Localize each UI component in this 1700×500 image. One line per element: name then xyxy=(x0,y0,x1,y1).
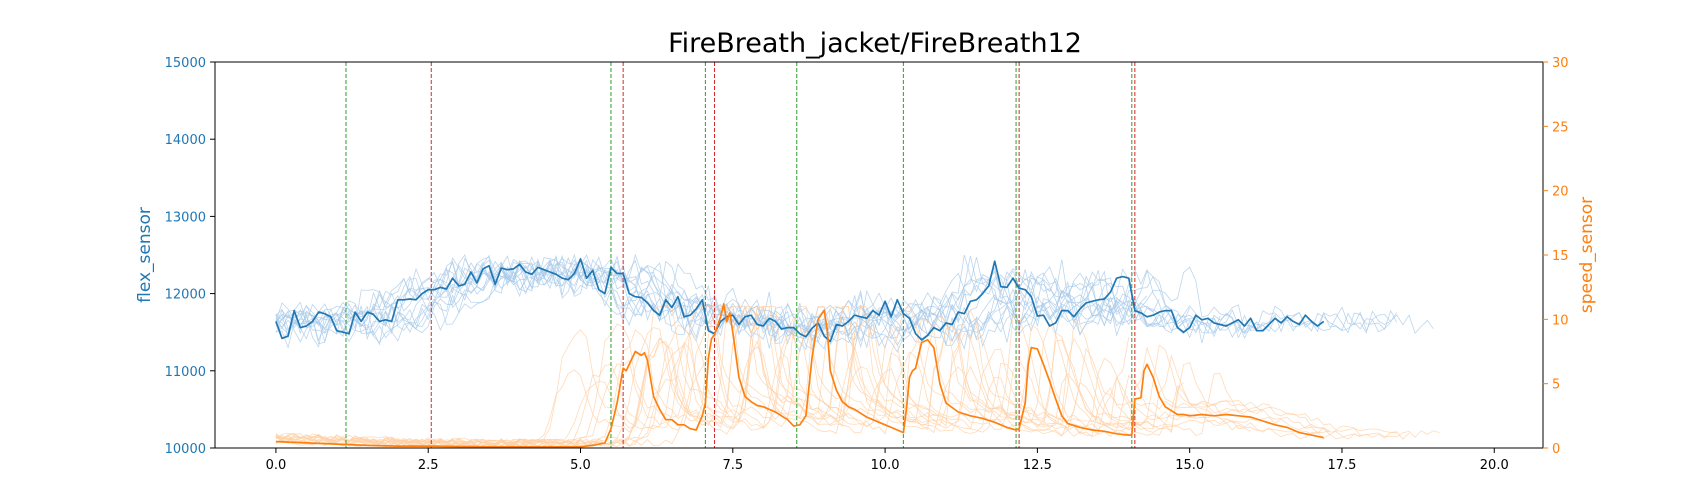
axes: 0.0 2.5 5.0 7.5 10.0 12.5 15.0 17.5 20.0 10000 110… xyxy=(165,56,1569,473)
flex-faint-trace xyxy=(275,255,1136,342)
x-tick-label: 0.0 xyxy=(266,458,287,473)
flex-faint-trace xyxy=(275,256,1391,342)
flex-faint-trace xyxy=(275,254,1434,353)
flex-faint-trace xyxy=(275,253,1191,350)
speed-sensor-line xyxy=(275,303,1324,448)
speed-faint-trace xyxy=(275,345,1361,448)
flex-faint-trace xyxy=(275,257,1398,350)
y-left-tick-label: 11000 xyxy=(165,365,206,380)
event-markers xyxy=(345,62,1136,448)
y-right-tick-label: 20 xyxy=(1552,185,1569,200)
y-left-tick-label: 15000 xyxy=(165,56,206,71)
flex-faint-trace xyxy=(275,258,1276,351)
speed-faint-trace xyxy=(275,315,1245,448)
y-left-tick-label: 14000 xyxy=(165,133,206,148)
flex-faint-trace xyxy=(275,254,1398,350)
speed-faint-trace xyxy=(275,306,1184,447)
series-lines xyxy=(275,258,1325,448)
chart-title: FireBreath_jacket/FireBreath12 xyxy=(668,28,1082,59)
y-left-tick-label: 13000 xyxy=(165,210,206,225)
y-right-tick-label: 15 xyxy=(1552,249,1569,264)
faint-traces xyxy=(275,253,1440,448)
x-tick-label: 17.5 xyxy=(1327,458,1356,473)
x-tick-label: 7.5 xyxy=(722,458,743,473)
y-right-tick-label: 0 xyxy=(1552,442,1560,457)
flex-sensor-line xyxy=(275,258,1325,343)
y-left-tick-label: 12000 xyxy=(165,288,206,303)
x-tick-label: 2.5 xyxy=(418,458,439,473)
left-axis-label: flex_sensor xyxy=(135,207,155,303)
x-tick-label: 20.0 xyxy=(1480,458,1509,473)
y-right-tick-label: 30 xyxy=(1552,56,1569,71)
x-tick-label: 10.0 xyxy=(871,458,900,473)
y-right-tick-label: 25 xyxy=(1552,120,1569,135)
x-tick-label: 12.5 xyxy=(1023,458,1052,473)
speed-faint-trace xyxy=(275,305,1440,447)
y-right-tick-label: 10 xyxy=(1552,313,1569,328)
y-right-tick-label: 5 xyxy=(1552,378,1560,393)
x-tick-label: 5.0 xyxy=(570,458,591,473)
speed-faint-trace xyxy=(275,320,1196,446)
y-left-tick-label: 10000 xyxy=(165,442,206,457)
x-tick-label: 15.0 xyxy=(1175,458,1204,473)
right-axis-label: speed_sensor xyxy=(1577,197,1597,313)
speed-faint-trace xyxy=(275,306,1397,447)
